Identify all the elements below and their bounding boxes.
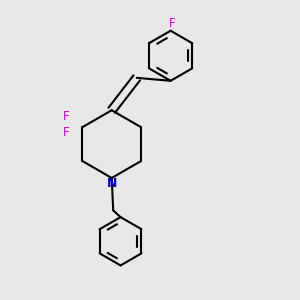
Text: F: F [63,110,70,123]
Text: F: F [63,126,70,139]
Text: F: F [169,17,175,30]
Text: N: N [107,177,117,190]
